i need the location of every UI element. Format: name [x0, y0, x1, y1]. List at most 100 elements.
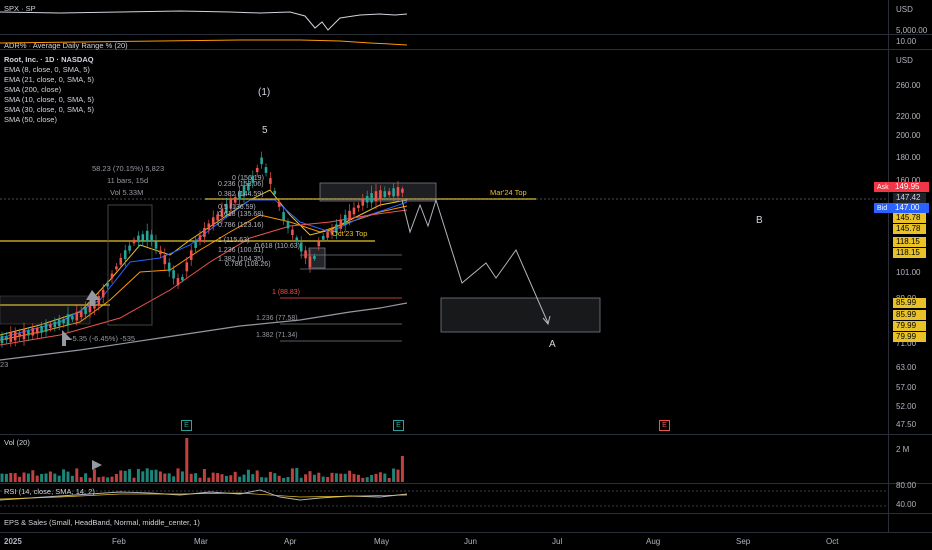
volume-bar	[229, 475, 233, 482]
time-axis-label: Jun	[464, 537, 477, 546]
rsi-scale-80: 80.00	[896, 481, 917, 490]
sma10-line	[0, 199, 408, 339]
candle-body	[401, 188, 404, 193]
candle-body	[110, 273, 114, 279]
vol-measure-label: Vol 5.33M	[110, 188, 144, 197]
volume-bar	[141, 471, 145, 482]
rsi-pane[interactable]	[0, 484, 888, 514]
candle-body	[335, 224, 338, 233]
candle-body	[57, 319, 61, 327]
candle-body	[330, 229, 334, 235]
adr-price-scale[interactable]	[888, 35, 932, 50]
candle-body	[396, 187, 400, 196]
level-badge: 145.78	[893, 224, 926, 234]
main-chart-pane[interactable]	[0, 50, 888, 435]
time-axis-label: Jul	[552, 537, 563, 546]
earnings-marker: E	[659, 420, 670, 431]
fib-label: 1.236 (100.51)	[218, 247, 264, 254]
candle-body	[211, 217, 215, 227]
candle-body	[357, 205, 360, 209]
level-badge: 85.99	[893, 298, 926, 308]
candle-body	[317, 241, 321, 247]
volume-bar	[9, 473, 13, 482]
volume-bar	[220, 474, 224, 482]
low-box	[308, 247, 326, 269]
time-axis-label: 2025	[4, 537, 22, 546]
eps-label: EPS & Sales (Small, HeadBand, Normal, mi…	[4, 518, 200, 527]
eps-pane[interactable]	[0, 514, 888, 533]
volume-bar	[62, 469, 66, 482]
adr-pane[interactable]	[0, 35, 888, 50]
volume-bar	[286, 477, 290, 482]
volume-bar	[216, 473, 220, 482]
spx-price-scale[interactable]	[888, 0, 932, 35]
wave-b-label: B	[756, 215, 763, 226]
fib-label: 0.618 (110.63)	[255, 243, 301, 250]
spx-currency: USD	[896, 5, 913, 14]
time-axis-label: Sep	[736, 537, 751, 546]
candle-body	[348, 210, 351, 221]
volume-bar	[198, 477, 202, 482]
volume-bar	[194, 473, 198, 482]
legend-item: SMA (50, close)	[4, 115, 57, 124]
candle-body	[295, 237, 299, 242]
candle-body	[27, 330, 30, 336]
chart-canvas[interactable]	[0, 0, 888, 532]
time-axis-label: Oct	[826, 537, 839, 546]
measure-box	[107, 204, 153, 326]
volume-bar	[66, 471, 70, 482]
candle-body	[326, 232, 329, 238]
candle-body	[383, 191, 387, 197]
price-scale-label: 101.00	[896, 268, 921, 277]
candle-body	[22, 328, 26, 340]
volume-bar	[211, 472, 215, 482]
candle-body	[159, 250, 162, 255]
level-badge: 118.15	[893, 237, 926, 247]
volume-bar	[343, 473, 347, 482]
volume-bar	[119, 470, 123, 482]
legend-item: SMA (30, close, 0, SMA, 5)	[4, 105, 95, 114]
main-legend: Root, Inc. · 1D · NASDAQ EMA (8, close, 0…	[4, 55, 94, 125]
volume-bar	[326, 476, 330, 482]
candle-body	[277, 201, 281, 207]
legend-item: EMA (21, close, 0, SMA, 5)	[4, 75, 95, 84]
volume-bar	[79, 477, 83, 482]
main-price-scale[interactable]	[888, 50, 932, 435]
rsi-label: RSI (14, close, SMA, 14, 2)	[4, 487, 95, 496]
volume-bar	[185, 438, 189, 482]
price-scale-label: 180.00	[896, 153, 921, 162]
last-price-badge: 147.42	[893, 193, 926, 203]
volume-bar	[163, 473, 167, 482]
rsi-scale-40: 40.00	[896, 500, 917, 509]
candle-body	[339, 219, 343, 229]
fib-label: 1.382 (104.35)	[218, 256, 264, 263]
fib-label: 0.382 (144.59)	[218, 191, 264, 198]
volume-bar	[330, 472, 334, 482]
volume-bar	[75, 468, 79, 482]
volume-bar	[106, 477, 110, 482]
volume-bar	[387, 477, 391, 482]
volume-bar	[282, 477, 286, 482]
candle-body	[128, 245, 131, 251]
eps-price-scale[interactable]	[888, 514, 932, 533]
price-scale-label: 160.00	[896, 176, 921, 185]
candle-body	[13, 332, 17, 341]
projection-arrowhead	[542, 315, 551, 326]
wave-5-label: 5	[262, 125, 268, 136]
fib-label: 0.786 (108.26)	[225, 261, 271, 268]
candle-body	[35, 327, 39, 334]
volume-pane[interactable]	[0, 435, 888, 484]
bid-value: 147.00	[895, 203, 920, 212]
rsi-price-scale[interactable]	[888, 484, 932, 514]
volume-bar	[70, 475, 74, 482]
volume-bar	[260, 477, 264, 482]
time-axis[interactable]: 2025 Feb Mar Apr May Jun Jul Aug Sep Oct	[0, 533, 932, 550]
spx-pane[interactable]	[0, 0, 888, 35]
candle-body	[185, 262, 189, 272]
volume-price-scale[interactable]	[888, 435, 932, 484]
spx-scale-value: 5,000.00	[896, 26, 928, 35]
candle-body	[9, 332, 13, 342]
volume-bar	[18, 476, 22, 482]
candle-body	[233, 197, 237, 203]
bid-label: Bid	[877, 205, 888, 212]
